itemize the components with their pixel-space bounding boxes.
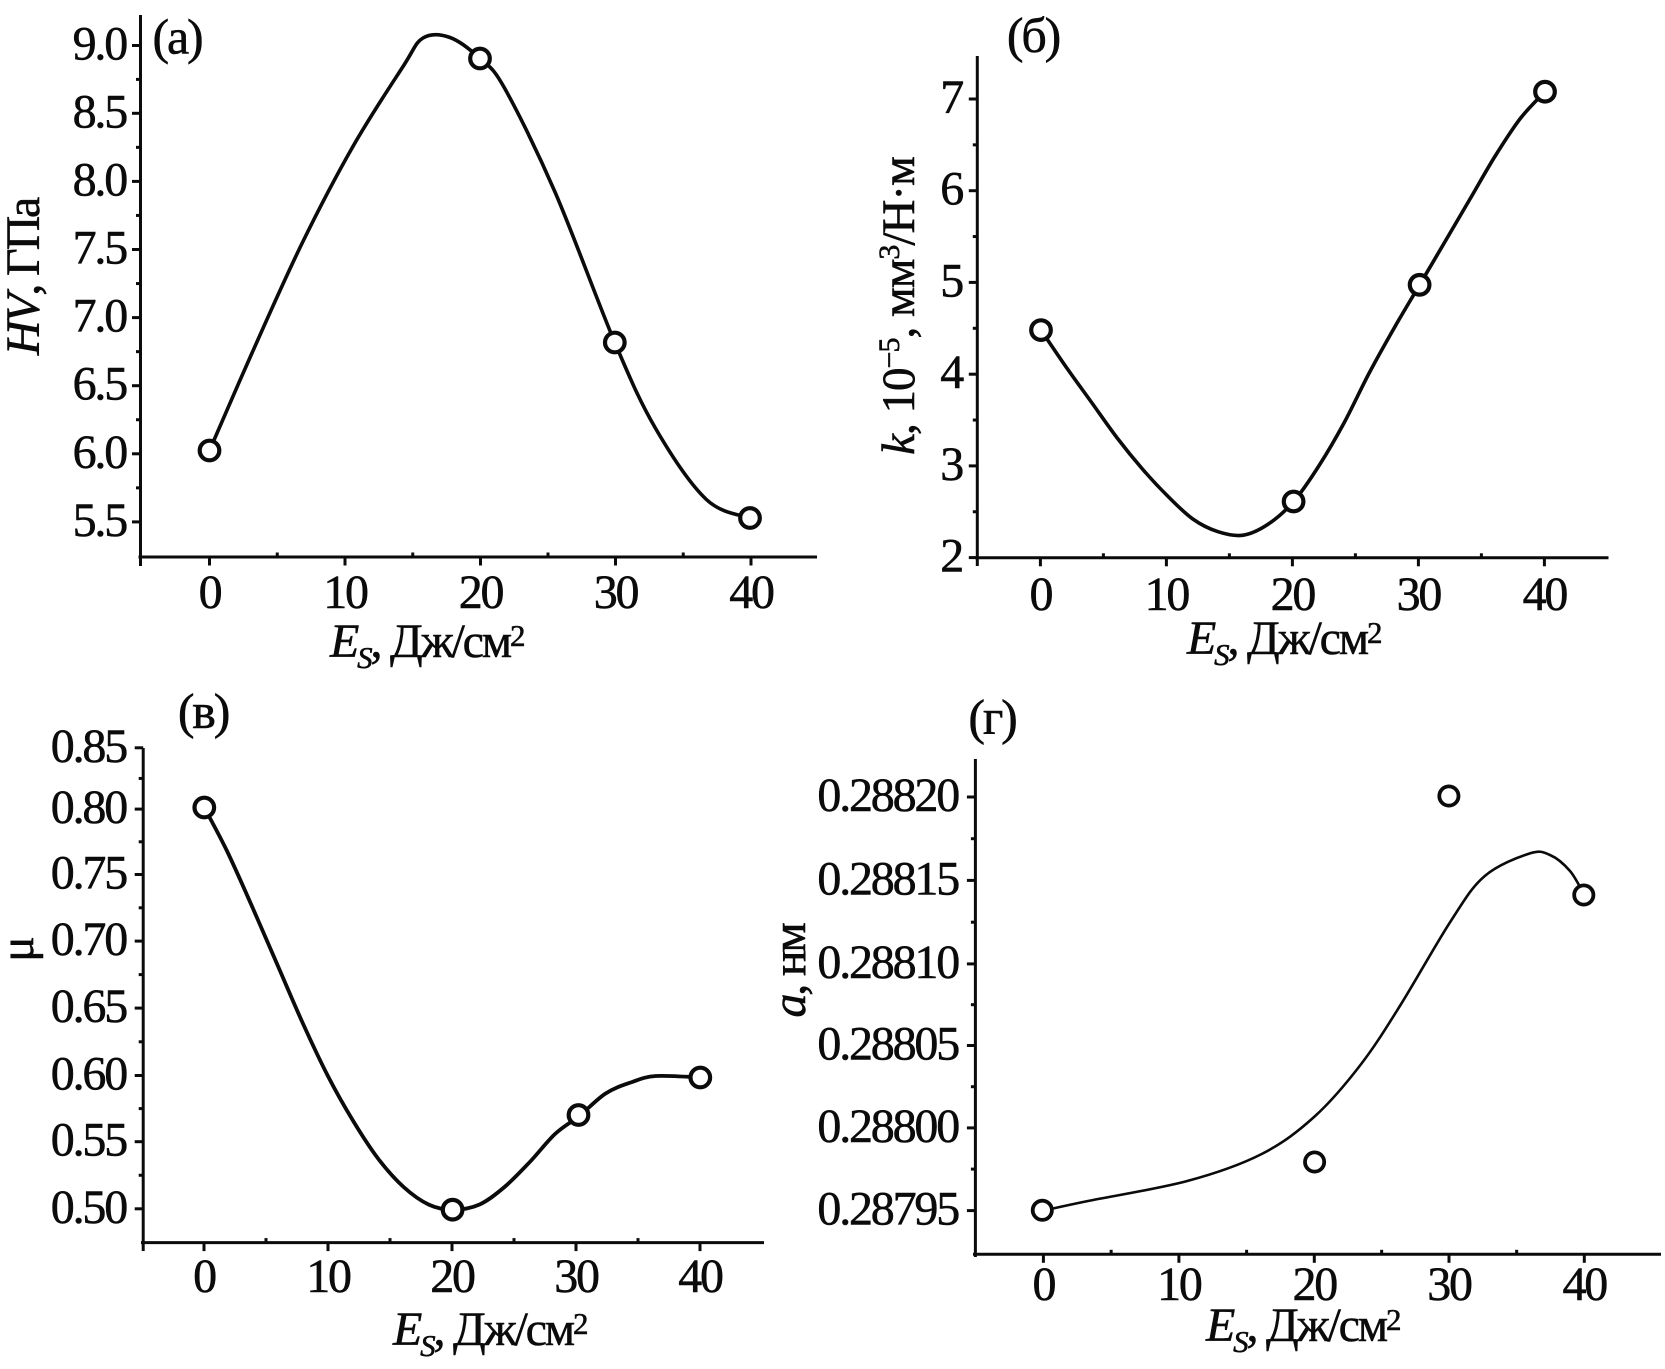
svg-text:7.0: 7.0	[73, 290, 128, 343]
svg-text:5: 5	[940, 254, 963, 307]
svg-text:30: 30	[1427, 1258, 1472, 1311]
svg-text:0: 0	[1029, 568, 1052, 621]
svg-text:7.5: 7.5	[73, 222, 128, 275]
svg-text:0.28810: 0.28810	[817, 936, 959, 989]
svg-text:0.28815: 0.28815	[817, 852, 959, 905]
svg-text:(б): (б)	[1007, 7, 1060, 63]
svg-text:0.60: 0.60	[51, 1048, 127, 1101]
svg-text:6.0: 6.0	[73, 426, 128, 479]
svg-text:20: 20	[1292, 1258, 1337, 1311]
svg-text:8.5: 8.5	[73, 85, 128, 138]
svg-text:μ: μ	[0, 936, 44, 962]
svg-text:0.75: 0.75	[51, 847, 127, 900]
svg-text:(в): (в)	[178, 683, 229, 739]
svg-text:3: 3	[940, 438, 963, 491]
svg-text:ES, Дж/см2: ES, Дж/см2	[1205, 1299, 1400, 1359]
svg-text:(a): (a)	[153, 9, 202, 65]
svg-text:0.50: 0.50	[51, 1181, 127, 1234]
svg-text:0.28820: 0.28820	[817, 769, 959, 822]
svg-text:ES, Дж/см2: ES, Дж/см2	[329, 615, 524, 675]
svg-text:0.28800: 0.28800	[817, 1100, 959, 1153]
svg-text:HV, ГПа: HV, ГПа	[0, 197, 50, 356]
svg-text:0: 0	[1032, 1258, 1055, 1311]
svg-text:10: 10	[1157, 1258, 1202, 1311]
svg-text:30: 30	[1397, 568, 1442, 621]
svg-text:ES, Дж/см2: ES, Дж/см2	[1186, 612, 1381, 672]
svg-text:10: 10	[323, 566, 368, 619]
svg-text:0.28795: 0.28795	[817, 1183, 959, 1236]
svg-text:a, нм: a, нм	[763, 923, 816, 1018]
svg-text:0.85: 0.85	[51, 720, 127, 773]
svg-text:0.28805: 0.28805	[817, 1018, 959, 1071]
svg-text:6: 6	[940, 163, 963, 216]
svg-text:4: 4	[940, 346, 964, 399]
svg-text:10: 10	[1145, 568, 1190, 621]
svg-text:10: 10	[306, 1250, 351, 1303]
svg-text:5.5: 5.5	[73, 494, 128, 547]
svg-text:40: 40	[1523, 568, 1568, 621]
svg-text:0.55: 0.55	[51, 1114, 127, 1167]
svg-text:40: 40	[678, 1250, 723, 1303]
svg-text:40: 40	[729, 566, 774, 619]
svg-text:40: 40	[1562, 1258, 1607, 1311]
svg-text:0: 0	[193, 1250, 216, 1303]
svg-text:30: 30	[594, 566, 639, 619]
svg-text:2: 2	[940, 530, 962, 583]
svg-text:ES, Дж/см2: ES, Дж/см2	[392, 1303, 587, 1363]
svg-text:0.70: 0.70	[51, 913, 127, 966]
svg-text:7: 7	[940, 71, 963, 124]
svg-text:20: 20	[430, 1250, 475, 1303]
svg-text:(г): (г)	[968, 689, 1016, 745]
svg-text:8.0: 8.0	[73, 153, 128, 206]
svg-text:0: 0	[199, 566, 222, 619]
svg-text:20: 20	[459, 566, 504, 619]
svg-text:20: 20	[1271, 568, 1316, 621]
svg-text:0.80: 0.80	[51, 781, 127, 834]
svg-text:0.65: 0.65	[51, 980, 127, 1033]
svg-text:k, 10−5, мм3/Н·м: k, 10−5, мм3/Н·м	[873, 157, 925, 455]
svg-text:30: 30	[554, 1250, 599, 1303]
svg-text:6.5: 6.5	[73, 358, 128, 411]
svg-text:9.0: 9.0	[73, 18, 128, 71]
